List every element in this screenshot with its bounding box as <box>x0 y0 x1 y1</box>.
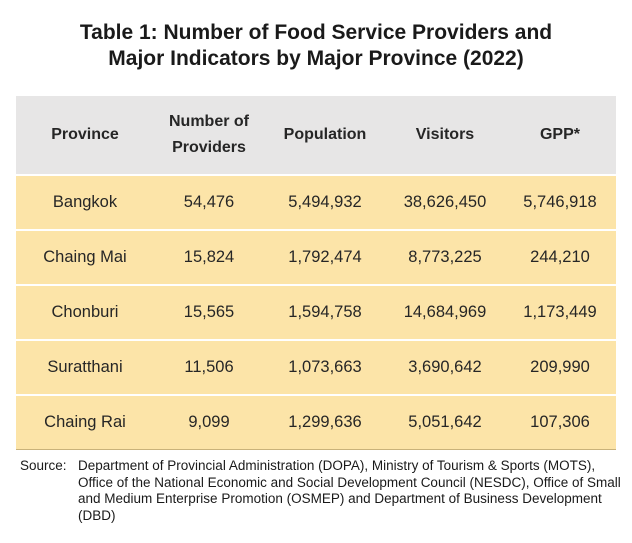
table-row: Chonburi 15,565 1,594,758 14,684,969 1,1… <box>16 284 616 340</box>
title-line-1: Table 1: Number of Food Service Provider… <box>79 21 553 44</box>
cell-gpp: 1,173,449 <box>504 284 616 340</box>
cell-visitors: 14,684,969 <box>386 284 504 340</box>
cell-visitors: 5,051,642 <box>386 394 504 450</box>
table-title: Table 1: Number of Food Service Provider… <box>0 20 632 72</box>
cell-gpp: 209,990 <box>504 339 616 395</box>
header-province: Province <box>16 96 154 175</box>
cell-population: 1,594,758 <box>264 284 386 340</box>
cell-providers: 15,824 <box>154 229 264 285</box>
cell-province: Chaing Mai <box>16 229 154 285</box>
header-gpp: GPP* <box>504 96 616 175</box>
cell-province: Chonburi <box>16 284 154 340</box>
cell-providers: 9,099 <box>154 394 264 450</box>
cell-gpp: 107,306 <box>504 394 616 450</box>
cell-providers: 15,565 <box>154 284 264 340</box>
header-providers-line-1: Number of <box>169 113 249 130</box>
cell-providers: 54,476 <box>154 174 264 230</box>
header-number-of-providers: Number of Providers <box>154 96 264 175</box>
title-line-2: Major Indicators by Major Province (2022… <box>108 47 524 70</box>
cell-gpp: 244,210 <box>504 229 616 285</box>
cell-province: Chaing Rai <box>16 394 154 450</box>
cell-population: 5,494,932 <box>264 174 386 230</box>
header-population: Population <box>264 96 386 175</box>
table-row: Bangkok 54,476 5,494,932 38,626,450 5,74… <box>16 174 616 230</box>
header-visitors: Visitors <box>386 96 504 175</box>
table-header-row: Province Number of Providers Population … <box>16 96 616 175</box>
cell-gpp: 5,746,918 <box>504 174 616 230</box>
source-text: Department of Provincial Administration … <box>78 458 621 523</box>
cell-population: 1,792,474 <box>264 229 386 285</box>
cell-visitors: 8,773,225 <box>386 229 504 285</box>
cell-visitors: 38,626,450 <box>386 174 504 230</box>
table-row: Suratthani 11,506 1,073,663 3,690,642 20… <box>16 339 616 395</box>
table-row: Chaing Mai 15,824 1,792,474 8,773,225 24… <box>16 229 616 285</box>
source-label: Source: <box>20 458 67 473</box>
table-row: Chaing Rai 9,099 1,299,636 5,051,642 107… <box>16 394 616 450</box>
cell-province: Bangkok <box>16 174 154 230</box>
cell-province: Suratthani <box>16 339 154 395</box>
cell-population: 1,073,663 <box>264 339 386 395</box>
cell-providers: 11,506 <box>154 339 264 395</box>
header-providers-line-2: Providers <box>172 139 246 156</box>
cell-population: 1,299,636 <box>264 394 386 450</box>
providers-table: Province Number of Providers Population … <box>16 96 616 450</box>
cell-visitors: 3,690,642 <box>386 339 504 395</box>
